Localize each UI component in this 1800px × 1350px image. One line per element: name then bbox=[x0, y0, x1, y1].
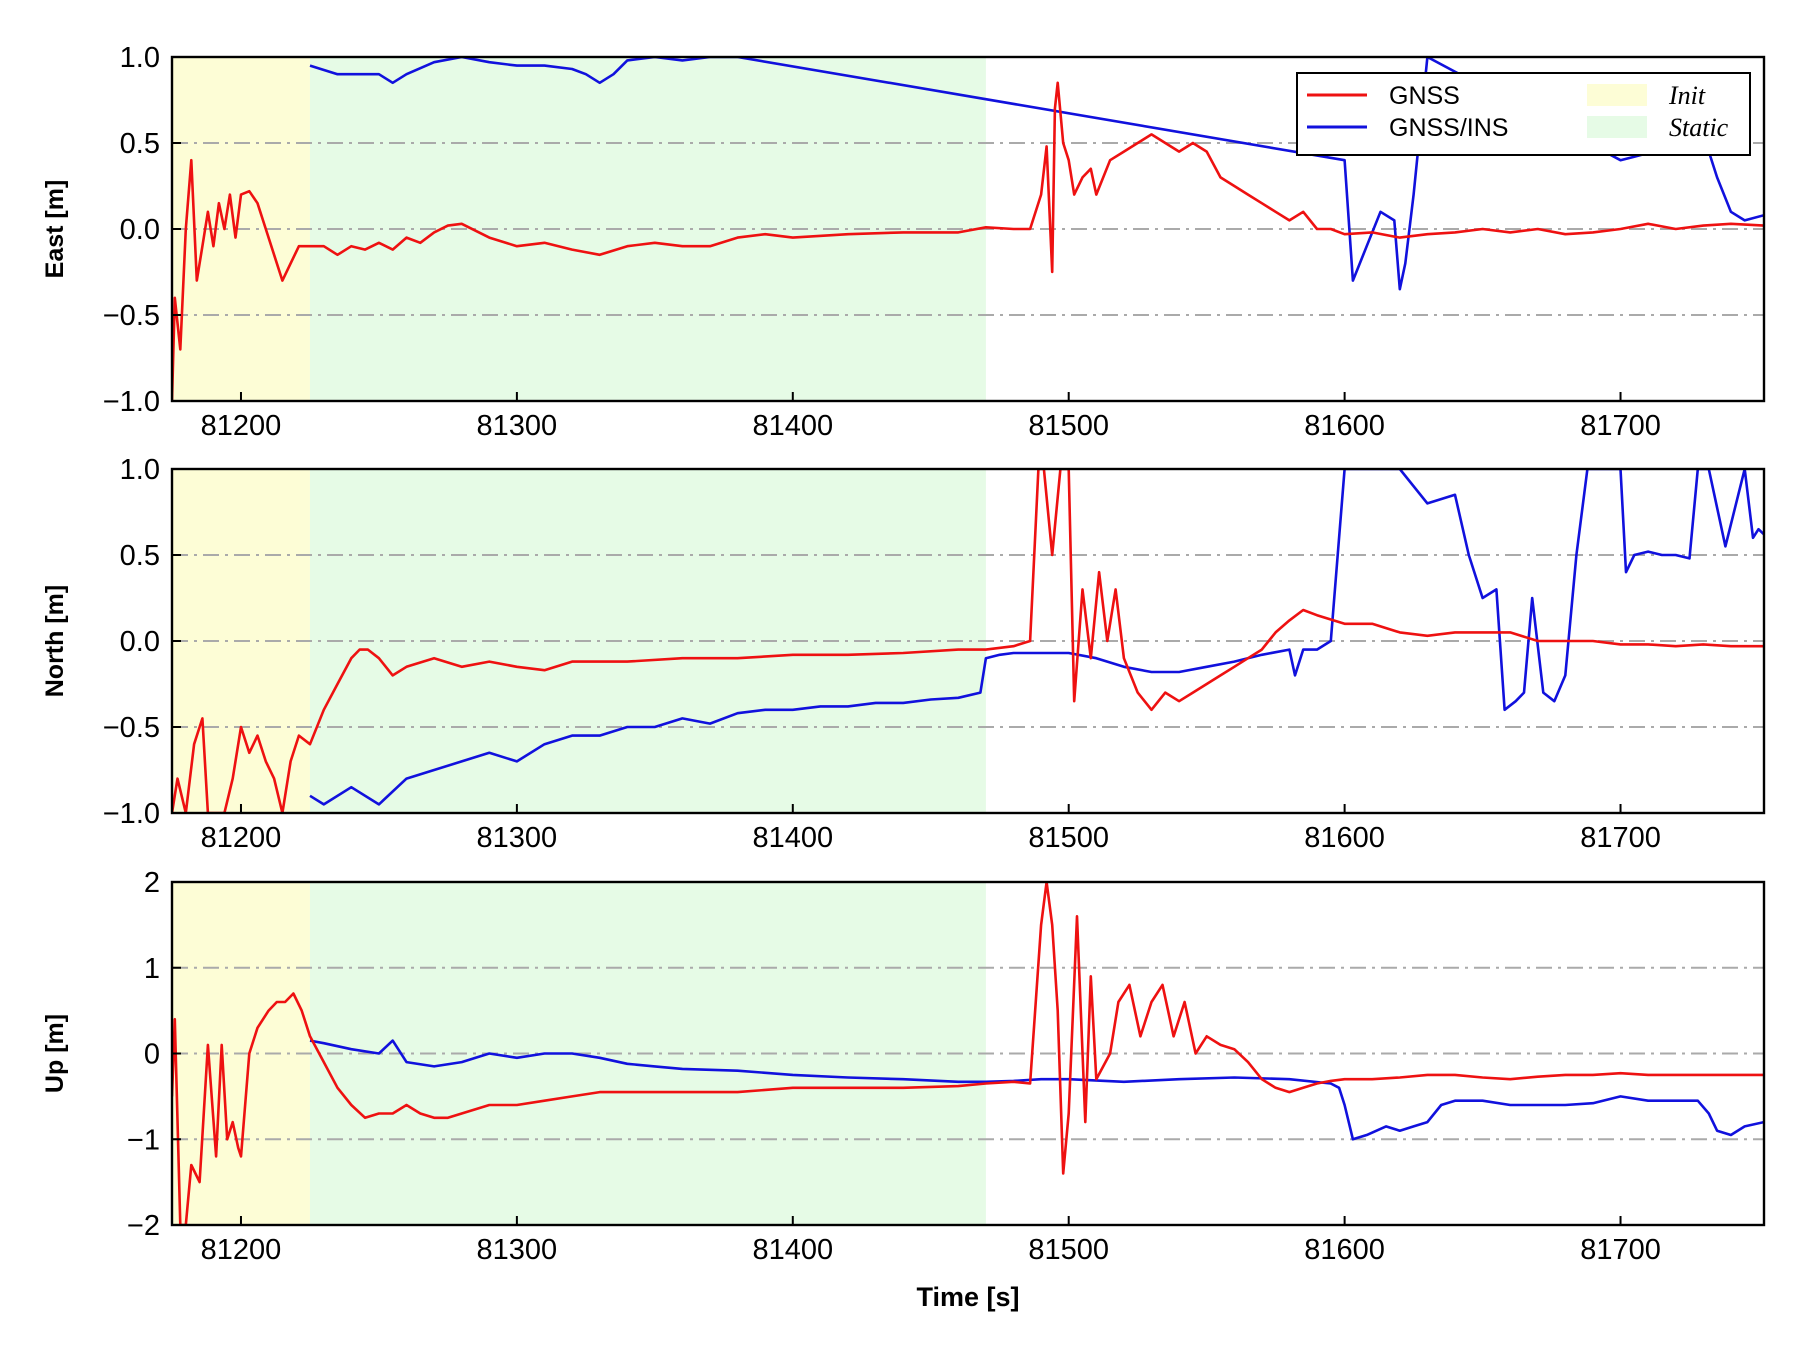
panel-north: 81200 81300 81400 81500 81600 81700 −1.0 −0.5 0.… bbox=[41, 454, 1766, 854]
y-axis-label: East [m] bbox=[41, 180, 69, 279]
x-tick-label: 81300 bbox=[477, 822, 558, 854]
y-axis-label: North [m] bbox=[41, 585, 69, 697]
x-tick-label: 81300 bbox=[477, 410, 558, 442]
x-tick-label: 81400 bbox=[752, 822, 833, 854]
series-gnss bbox=[172, 81, 1764, 401]
y-tick-label: 0.0 bbox=[120, 626, 160, 658]
panel-up: 81200 81300 81400 81500 81600 81700 −2 −1 0 1 2 Up … bbox=[41, 867, 1766, 1266]
x-tick-label: 81600 bbox=[1304, 822, 1385, 854]
series-gnss bbox=[172, 469, 1764, 813]
x-tick-label: 81700 bbox=[1580, 410, 1661, 442]
y-tick-label: −0.5 bbox=[103, 300, 160, 332]
legend-box bbox=[1296, 72, 1751, 156]
legend-swatch-static bbox=[1587, 116, 1647, 138]
y-tick-label: 0.5 bbox=[120, 128, 160, 160]
y-axis-label: Up [m] bbox=[41, 1014, 69, 1093]
x-tick-label: 81700 bbox=[1580, 1234, 1661, 1266]
x-tick-label: 81200 bbox=[201, 822, 282, 854]
x-tick-label: 81200 bbox=[201, 1234, 282, 1266]
y-tick-label: −2 bbox=[127, 1210, 160, 1242]
y-tick-label: 0.0 bbox=[120, 214, 160, 246]
y-tick-label: 1.0 bbox=[120, 454, 160, 486]
series-gnss bbox=[172, 882, 1764, 1225]
y-tick-label: −1.0 bbox=[103, 386, 160, 418]
series-gnss-ins bbox=[309, 1039, 1764, 1141]
panel-east: 81200 81300 81400 81500 81600 81700 −1.0 −0.5 0.… bbox=[41, 42, 1766, 442]
x-tick-label: 81500 bbox=[1028, 410, 1109, 442]
y-tick-label: −0.5 bbox=[103, 712, 160, 744]
legend-label: Static bbox=[1669, 113, 1729, 142]
y-tick-label: 2 bbox=[144, 867, 160, 899]
x-tick-label: 81400 bbox=[752, 1234, 833, 1266]
y-tick-label: −1.0 bbox=[103, 798, 160, 830]
y-tick-label: 1 bbox=[144, 953, 160, 985]
x-tick-label: 81500 bbox=[1028, 822, 1109, 854]
x-tick-label: 81600 bbox=[1304, 410, 1385, 442]
series-gnss-ins bbox=[309, 469, 1764, 806]
x-tick-label: 81700 bbox=[1580, 822, 1661, 854]
legend-label: GNSS/INS bbox=[1389, 114, 1508, 142]
legend-swatch-init bbox=[1587, 84, 1647, 106]
y-tick-label: 0.5 bbox=[120, 540, 160, 572]
y-tick-label: −1 bbox=[127, 1124, 160, 1156]
x-tick-label: 81300 bbox=[477, 1234, 558, 1266]
x-tick-label: 81200 bbox=[201, 410, 282, 442]
x-axis-label: Time [s] bbox=[916, 1282, 1019, 1312]
legend: GNSS GNSS/INS Init Static bbox=[1296, 72, 1751, 156]
x-tick-label: 81400 bbox=[752, 410, 833, 442]
x-tick-label: 81500 bbox=[1028, 1234, 1109, 1266]
legend-label: GNSS bbox=[1389, 82, 1460, 110]
y-tick-label: 0 bbox=[144, 1039, 160, 1071]
x-tick-label: 81600 bbox=[1304, 1234, 1385, 1266]
y-tick-label: 1.0 bbox=[120, 42, 160, 74]
legend-label: Init bbox=[1668, 81, 1706, 110]
